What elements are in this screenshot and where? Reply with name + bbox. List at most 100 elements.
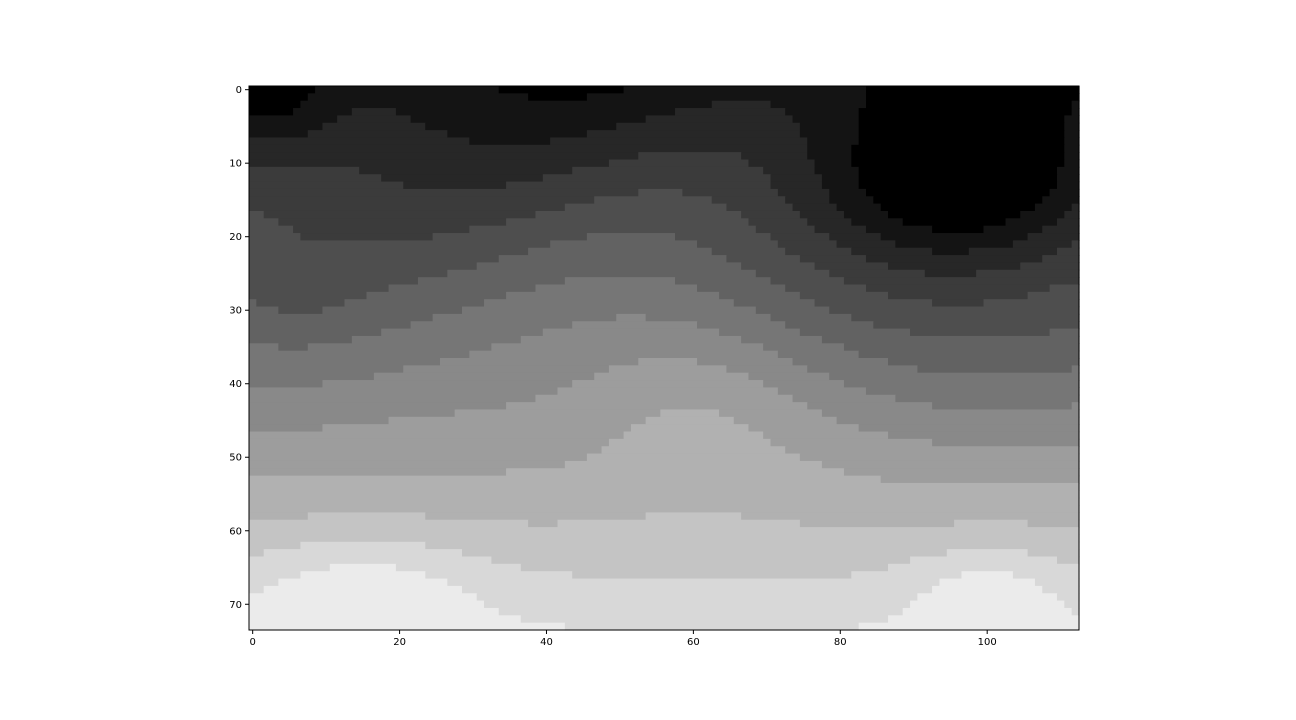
heatmap-cell	[249, 225, 294, 234]
heatmap-cell	[249, 372, 375, 381]
heatmap-cell	[278, 343, 309, 352]
heatmap-cell	[249, 593, 478, 602]
heatmap-cell	[682, 188, 779, 197]
heatmap-cell	[799, 328, 911, 337]
heatmap-cell	[249, 350, 470, 359]
heatmap-cell	[263, 549, 463, 558]
heatmap-cell	[476, 593, 919, 602]
heatmap-cell	[719, 409, 823, 418]
heatmap-cell	[829, 372, 1080, 381]
heatmap-cell	[1056, 556, 1080, 565]
heatmap-cell	[249, 291, 368, 300]
heatmap-cell	[799, 130, 860, 139]
heatmap-cell	[697, 358, 794, 366]
heatmap-cell	[616, 313, 647, 322]
heatmap-cell	[880, 203, 1036, 212]
heatmap-cell	[542, 174, 772, 183]
heatmap-cell	[249, 615, 522, 624]
heatmap-cell	[932, 585, 1043, 594]
heatmap-cell	[564, 622, 860, 631]
heatmap-cell	[249, 255, 500, 264]
heatmap-cell	[249, 497, 1080, 506]
heatmap-cell	[770, 313, 852, 322]
heatmap-cell	[249, 394, 537, 403]
heatmap-cell	[249, 130, 309, 139]
heatmap-cell	[836, 240, 896, 249]
heatmap-cell	[278, 306, 324, 315]
heatmap-cell	[249, 240, 551, 249]
heatmap-cell	[873, 196, 1043, 205]
heatmap-cell	[858, 181, 1058, 190]
heatmap-cell	[249, 321, 412, 330]
heatmap-cell	[865, 284, 1051, 293]
heatmap-cell	[249, 453, 588, 462]
heatmap-cell	[293, 225, 470, 234]
heatmap-cell	[388, 284, 537, 293]
heatmap-cell	[249, 438, 610, 447]
heatmap-cell	[1064, 144, 1080, 153]
heatmap-cell	[726, 255, 801, 264]
heatmap-cell	[1012, 571, 1080, 580]
heatmap-cell	[748, 424, 860, 433]
heatmap-cell	[249, 203, 566, 212]
heatmap-cell	[785, 247, 852, 256]
heatmap-cell	[1064, 152, 1080, 161]
heatmap-cell	[711, 100, 772, 109]
y-tick-label: 60	[229, 526, 242, 537]
heatmap-cell	[785, 196, 830, 205]
heatmap-cell	[395, 563, 522, 572]
heatmap-cell	[425, 571, 573, 580]
heatmap-cell	[1064, 130, 1080, 139]
heatmap-cell	[506, 291, 720, 300]
heatmap-cell	[249, 335, 353, 344]
heatmap-cell	[910, 328, 1051, 337]
heatmap-cell	[763, 431, 889, 440]
heatmap-cell	[528, 247, 713, 256]
heatmap-cell	[432, 313, 617, 322]
heatmap-cell	[888, 431, 1080, 440]
heatmap-cell	[329, 563, 397, 572]
x-tick-label: 20	[393, 637, 406, 648]
heatmap-cell	[865, 100, 1073, 109]
heatmap-cell	[910, 600, 1065, 609]
heatmap-cell	[902, 218, 1007, 227]
heatmap-cell	[785, 284, 867, 293]
heatmap-cell	[410, 115, 647, 124]
heatmap-cell	[932, 247, 970, 256]
heatmap-cell	[535, 394, 794, 403]
heatmap-cell	[697, 284, 786, 293]
heatmap-cell	[564, 277, 676, 286]
heatmap-cell	[278, 218, 507, 227]
heatmap-cell	[249, 144, 808, 153]
heatmap-cell	[572, 166, 764, 175]
heatmap-cell	[366, 291, 507, 300]
heatmap-cell	[792, 115, 860, 124]
heatmap-cell	[249, 600, 485, 609]
heatmap-cell	[249, 277, 419, 286]
heatmap-cell	[249, 585, 265, 594]
heatmap-cell	[851, 313, 1080, 322]
heatmap-cell	[843, 210, 889, 219]
heatmap-cell	[777, 350, 860, 359]
heatmap-cell	[645, 313, 772, 322]
heatmap-cell	[1027, 549, 1080, 558]
axes-frame	[248, 85, 1080, 631]
heatmap-cell	[564, 203, 728, 212]
heatmap-cell	[1027, 519, 1080, 528]
heatmap-cell	[1056, 247, 1080, 256]
heatmap-cell	[873, 321, 1080, 330]
heatmap-cell	[249, 446, 603, 455]
heatmap-cell	[799, 210, 845, 219]
heatmap-cell	[535, 210, 742, 219]
heatmap-cell	[249, 269, 448, 278]
heatmap-cell	[865, 188, 1051, 197]
heatmap-cell	[814, 159, 852, 168]
heatmap-cell	[1071, 240, 1080, 249]
heatmap-cell	[462, 306, 757, 315]
heatmap-cell	[865, 225, 933, 234]
heatmap-cell	[1049, 328, 1080, 337]
heatmap-cell	[733, 299, 816, 308]
heatmap-cell	[572, 380, 764, 388]
heatmap-cell	[520, 615, 889, 624]
heatmap-cell	[381, 174, 544, 183]
